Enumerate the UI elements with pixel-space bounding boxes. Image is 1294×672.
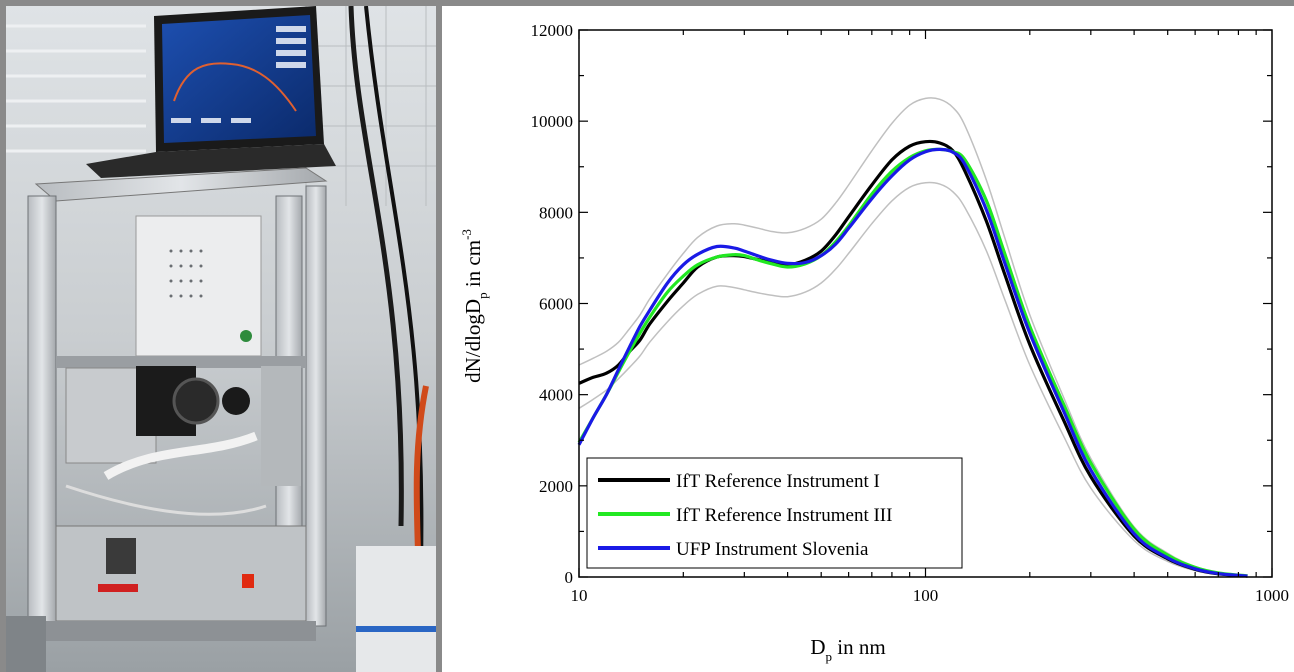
y-tick-label: 0 bbox=[565, 568, 574, 587]
legend-label-3: UFP Instrument Slovenia bbox=[676, 539, 869, 560]
legend: IfT Reference Instrument I IfT Reference… bbox=[586, 457, 963, 569]
y-tick-label: 2000 bbox=[539, 477, 573, 496]
series-line-1 bbox=[578, 139, 1248, 578]
y-tick-label: 12000 bbox=[531, 21, 574, 40]
y-tick-label: 8000 bbox=[539, 203, 573, 222]
data-series bbox=[577, 139, 1248, 578]
size-distribution-chart: 0 2000 4000 6000 8000 10000 12000 10 100 1000 Dp … bbox=[459, 21, 1290, 664]
y-tick-label: 4000 bbox=[539, 386, 573, 405]
axes bbox=[578, 29, 1273, 578]
tick-labels: 0 2000 4000 6000 8000 10000 12000 10 100 1000 bbox=[531, 21, 1290, 605]
y-tick-label: 6000 bbox=[539, 295, 573, 314]
instrument-photo bbox=[6, 6, 436, 672]
series-line-3 bbox=[577, 147, 1248, 578]
legend-label-1: IfT Reference Instrument I bbox=[676, 471, 880, 492]
instrument-photo-drawing bbox=[6, 6, 436, 672]
uncertainty-bands bbox=[578, 97, 1248, 578]
x-axis-title: Dp in nm bbox=[810, 635, 885, 664]
band-line-2 bbox=[578, 181, 1248, 578]
x-tick-label: 100 bbox=[913, 586, 939, 605]
x-tick-label: 1000 bbox=[1255, 586, 1289, 605]
y-axis-title: dN/dlogDp in cm-3 bbox=[459, 229, 490, 383]
band-line-1 bbox=[578, 97, 1248, 577]
legend-label-2: IfT Reference Instrument III bbox=[676, 505, 892, 526]
chart-panel: 0 2000 4000 6000 8000 10000 12000 10 100 1000 Dp … bbox=[442, 6, 1294, 672]
x-tick-label: 10 bbox=[571, 586, 588, 605]
y-tick-label: 10000 bbox=[531, 112, 574, 131]
